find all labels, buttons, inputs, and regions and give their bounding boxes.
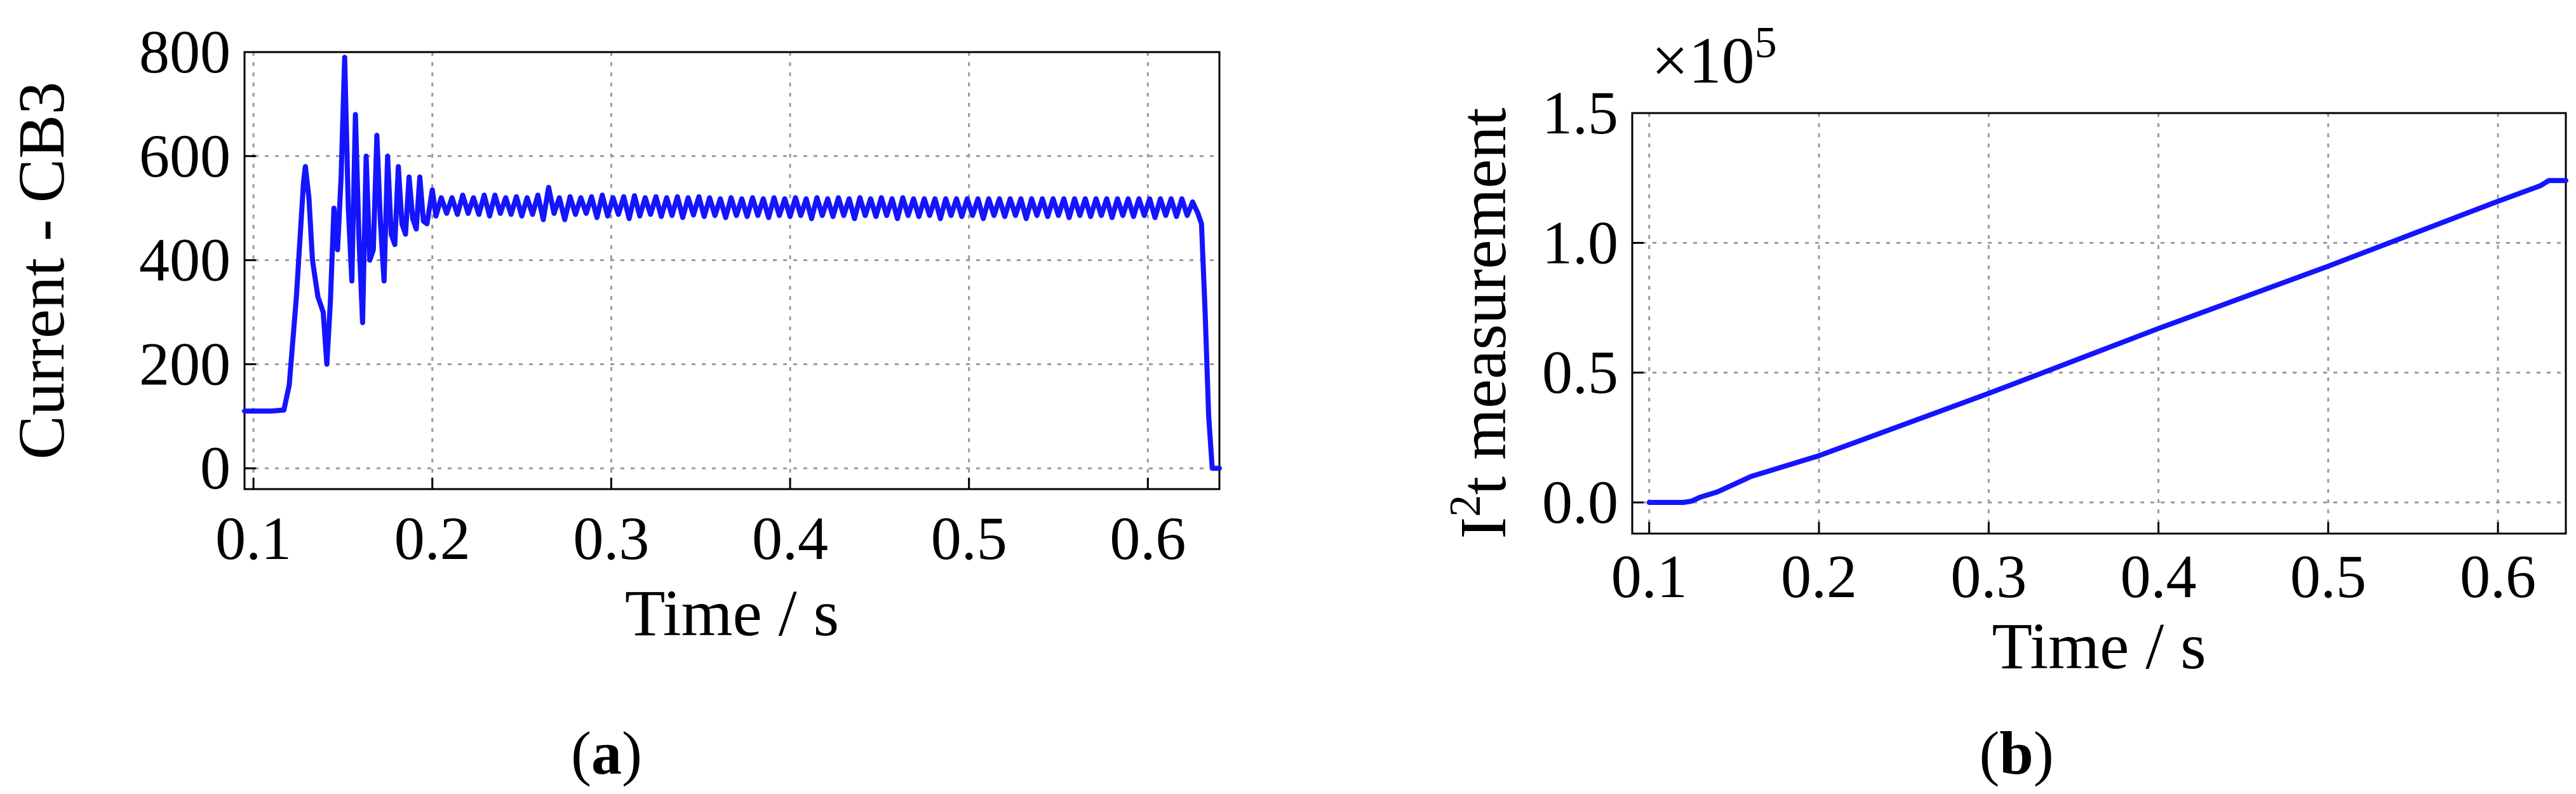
plot-frame — [243, 51, 1221, 490]
caption-open-paren: ( — [1979, 719, 1999, 787]
y-axis-label: I2t measurement — [1441, 107, 1520, 539]
chart-panel-a: 0.1 0.2 0.3 0.4 0.5 0.6 0 200 400 600 800 Time / s… — [5, 18, 1222, 650]
y-tick-label: 800 — [139, 18, 231, 86]
axis-ticks: 0.1 0.2 0.3 0.4 0.5 0.6 0.0 0.5 1.0 1.5 — [1542, 79, 2536, 610]
x-tick-label: 0.3 — [1950, 542, 2027, 610]
caption-a: (a) — [571, 719, 642, 787]
scale-factor-label: ×105 — [1651, 18, 1777, 97]
x-axis-label: Time / s — [625, 577, 839, 650]
y-tick-label: 1.5 — [1542, 79, 1618, 147]
x-tick-label: 0.5 — [2290, 542, 2366, 610]
y-axis-label-rest: t measurement — [1447, 107, 1520, 494]
x-tick-label: 0.1 — [215, 504, 292, 572]
x-tick-label: 0.1 — [1611, 542, 1687, 610]
y-tick-label: 400 — [139, 226, 231, 294]
series-line — [242, 55, 1222, 471]
x-tick-label: 0.6 — [1110, 504, 1186, 572]
scale-factor-exponent: 5 — [1755, 18, 1777, 67]
y-axis-label: Current - CB3 — [5, 81, 78, 459]
series-line — [1646, 178, 2568, 505]
x-tick-label: 0.5 — [931, 504, 1007, 572]
y-tick-label: 0 — [200, 434, 231, 502]
x-tick-label: 0.2 — [394, 504, 471, 572]
axis-ticks: 0.1 0.2 0.3 0.4 0.5 0.6 0 200 400 600 800 — [139, 18, 1186, 572]
y-tick-label: 600 — [139, 122, 231, 190]
x-tick-label: 0.6 — [2460, 542, 2536, 610]
y-tick-label: 1.0 — [1542, 208, 1618, 276]
scale-factor-base: ×10 — [1651, 24, 1755, 97]
x-tick-label: 0.4 — [2121, 542, 2197, 610]
y-tick-label: 0.5 — [1542, 339, 1618, 407]
y-tick-label: 200 — [139, 330, 231, 398]
chart-panel-b: 0.1 0.2 0.3 0.4 0.5 0.60.00.51.01.5 Time / s … — [1441, 18, 2568, 683]
gridlines — [245, 51, 1219, 489]
caption-close-paren: ) — [2034, 719, 2054, 787]
caption-letter: b — [1999, 719, 2033, 787]
caption-b: (b) — [1979, 719, 2053, 787]
y-axis-label-superscript: 2 — [1441, 495, 1490, 517]
x-tick-label: 0.2 — [1781, 542, 1857, 610]
caption-open-paren: ( — [571, 719, 591, 787]
plot-frame — [1631, 112, 2567, 535]
x-axis-label: Time / s — [1992, 610, 2206, 683]
caption-close-paren: ) — [622, 719, 642, 787]
y-axis-label-main: I — [1447, 517, 1520, 539]
y-tick-label: 0.0 — [1542, 468, 1618, 536]
caption-letter: a — [591, 719, 622, 787]
x-tick-label: 0.3 — [573, 504, 649, 572]
x-tick-label: 0.4 — [752, 504, 828, 572]
